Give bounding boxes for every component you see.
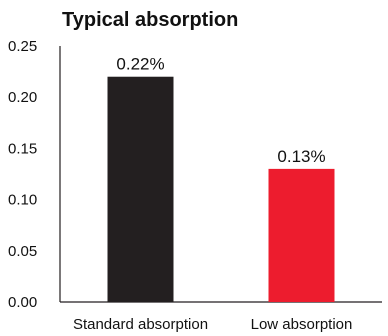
y-axis: 0.00 0.05 0.10 0.15 0.20 0.25 — [8, 38, 61, 311]
x-category-label: Low absorption — [251, 316, 353, 333]
chart-title: Typical absorption — [62, 9, 238, 31]
x-axis: Standard absorption Low absorption — [60, 301, 382, 333]
y-tick-label: 0.10 — [8, 192, 37, 209]
data-label: 0.13% — [277, 147, 325, 166]
y-tick-label: 0.25 — [8, 38, 37, 55]
data-label: 0.22% — [116, 55, 164, 74]
y-tick-label: 0.05 — [8, 243, 37, 260]
y-tick-label: 0.20 — [8, 89, 37, 106]
bar-low-absorption — [268, 168, 335, 302]
x-category-label: Standard absorption — [73, 316, 208, 333]
y-tick-label: 0.15 — [8, 140, 37, 157]
data-labels: 0.22% 0.13% — [116, 55, 325, 166]
bar-standard-absorption — [107, 76, 174, 302]
y-tick-label: 0.00 — [8, 294, 37, 311]
bars — [107, 76, 335, 302]
